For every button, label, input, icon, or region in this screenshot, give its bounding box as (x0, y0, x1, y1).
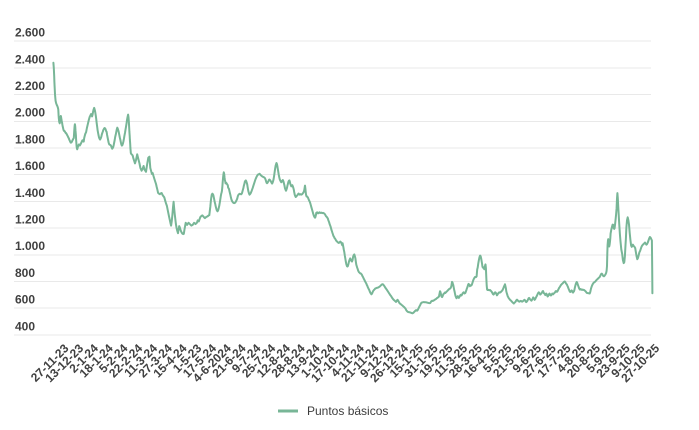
svg-text:1.400: 1.400 (15, 186, 45, 200)
svg-text:800: 800 (15, 266, 35, 280)
svg-text:400: 400 (15, 319, 35, 333)
svg-text:1.000: 1.000 (15, 239, 45, 253)
svg-text:Puntos básicos: Puntos básicos (307, 404, 388, 418)
svg-text:600: 600 (15, 293, 35, 307)
svg-text:1.200: 1.200 (15, 213, 45, 227)
svg-text:2.600: 2.600 (15, 26, 45, 40)
svg-text:1.600: 1.600 (15, 159, 45, 173)
svg-text:2.000: 2.000 (15, 106, 45, 120)
svg-text:2.400: 2.400 (15, 52, 45, 66)
svg-text:2.200: 2.200 (15, 79, 45, 93)
svg-text:1.800: 1.800 (15, 132, 45, 146)
